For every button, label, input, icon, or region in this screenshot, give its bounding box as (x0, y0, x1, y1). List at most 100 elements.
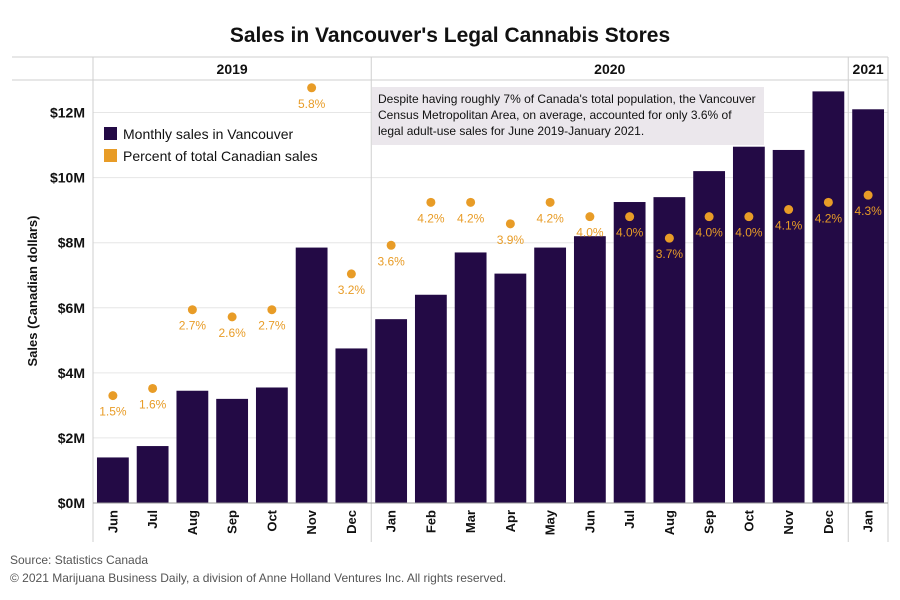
percent-label: 1.6% (139, 397, 167, 411)
x-tick-label: Jan (384, 510, 399, 532)
year-label: 2019 (217, 61, 248, 77)
sales-bar (96, 457, 129, 503)
percent-label: 3.6% (377, 254, 405, 268)
percent-label: 4.2% (536, 211, 564, 225)
x-tick-label: May (543, 509, 558, 535)
x-tick-label: Jul (145, 510, 160, 529)
copyright-note: © 2021 Marijuana Business Daily, a divis… (10, 571, 507, 585)
percent-dot (505, 219, 515, 229)
y-tick-label: $4M (58, 365, 85, 381)
percent-dot (108, 391, 118, 401)
sales-bar (573, 236, 606, 503)
percent-dot (227, 312, 237, 322)
y-tick-label: $0M (58, 495, 85, 511)
percent-label: 4.0% (735, 226, 763, 240)
sales-bar (494, 273, 527, 503)
x-tick-label: Aug (185, 510, 200, 535)
sales-bar (653, 197, 686, 503)
x-tick-label: Dec (821, 510, 836, 534)
sales-bar (732, 146, 765, 503)
sales-bar (375, 319, 408, 503)
percent-dot (307, 83, 317, 93)
percent-label: 4.3% (854, 204, 882, 218)
legend-swatch (104, 149, 117, 162)
percent-label: 3.2% (338, 283, 366, 297)
sales-bar (812, 91, 845, 503)
year-label: 2021 (853, 61, 884, 77)
y-tick-label: $12M (50, 105, 85, 121)
sales-bar (176, 390, 209, 503)
percent-label: 2.6% (218, 326, 246, 340)
sales-bar (414, 294, 447, 503)
percent-dot (386, 240, 396, 250)
legend-swatch (104, 127, 117, 140)
x-tick-label: Jan (861, 510, 876, 532)
x-tick-label: Jun (582, 510, 597, 533)
percent-label: 4.2% (417, 211, 445, 225)
chart-title: Sales in Vancouver's Legal Cannabis Stor… (230, 24, 670, 47)
percent-label: 4.0% (616, 226, 644, 240)
sales-bar (613, 202, 646, 503)
x-tick-label: Oct (264, 509, 279, 531)
percent-label: 4.0% (695, 226, 723, 240)
x-tick-label: Apr (503, 510, 518, 532)
annotation-note: Despite having roughly 7% of Canada's to… (372, 87, 764, 145)
source-note: Source: Statistics Canada (10, 553, 149, 567)
sales-bar (255, 387, 288, 503)
x-tick-label: Nov (304, 509, 319, 534)
percent-label: 5.8% (298, 97, 326, 111)
sales-bar (335, 348, 368, 503)
x-tick-label: Aug (662, 510, 677, 535)
percent-dot (187, 305, 197, 315)
x-tick-label: Nov (781, 509, 796, 534)
percent-dot (784, 205, 794, 215)
percent-dot (823, 197, 833, 207)
percent-label: 4.0% (576, 226, 604, 240)
percent-label: 2.7% (258, 319, 286, 333)
sales-bar (295, 247, 328, 503)
percent-dot (267, 305, 277, 315)
sales-bar (772, 149, 805, 503)
percent-label: 1.5% (99, 405, 127, 419)
x-tick-label: Mar (463, 510, 478, 533)
percent-label: 3.7% (656, 247, 684, 261)
percent-dot (863, 190, 873, 200)
year-label: 2020 (594, 61, 625, 77)
sales-bar (852, 109, 885, 504)
percent-label: 2.7% (179, 319, 207, 333)
percent-dot (664, 233, 674, 243)
percent-dot (704, 212, 714, 222)
x-tick-label: Jun (105, 510, 120, 533)
sales-bar (136, 446, 169, 503)
sales-bar (693, 171, 726, 503)
percent-dot (466, 197, 476, 207)
percent-dot (585, 212, 595, 222)
percent-label: 4.2% (457, 211, 485, 225)
y-tick-label: $6M (58, 300, 85, 316)
percent-label: 3.9% (497, 233, 525, 247)
x-tick-label: Feb (423, 510, 438, 533)
x-tick-label: Jul (622, 510, 637, 529)
sales-bar (534, 247, 567, 503)
percent-label: 4.2% (815, 211, 843, 225)
percent-label: 4.1% (775, 219, 803, 233)
x-tick-label: Dec (344, 510, 359, 534)
y-axis-label: Sales (Canadian dollars) (25, 216, 40, 367)
sales-bar (216, 398, 249, 503)
percent-dot (346, 269, 356, 279)
y-tick-label: $8M (58, 235, 85, 251)
percent-dot (744, 212, 754, 222)
y-tick-label: $2M (58, 430, 85, 446)
legend-label: Monthly sales in Vancouver (123, 126, 293, 142)
x-tick-label: Sep (225, 510, 240, 534)
percent-dot (426, 197, 436, 207)
legend-label: Percent of total Canadian sales (123, 148, 318, 164)
percent-dot (625, 212, 635, 222)
percent-dot (148, 383, 158, 393)
y-tick-label: $10M (50, 170, 85, 186)
x-tick-label: Sep (702, 510, 717, 534)
percent-dot (545, 197, 555, 207)
sales-bar (454, 252, 487, 503)
